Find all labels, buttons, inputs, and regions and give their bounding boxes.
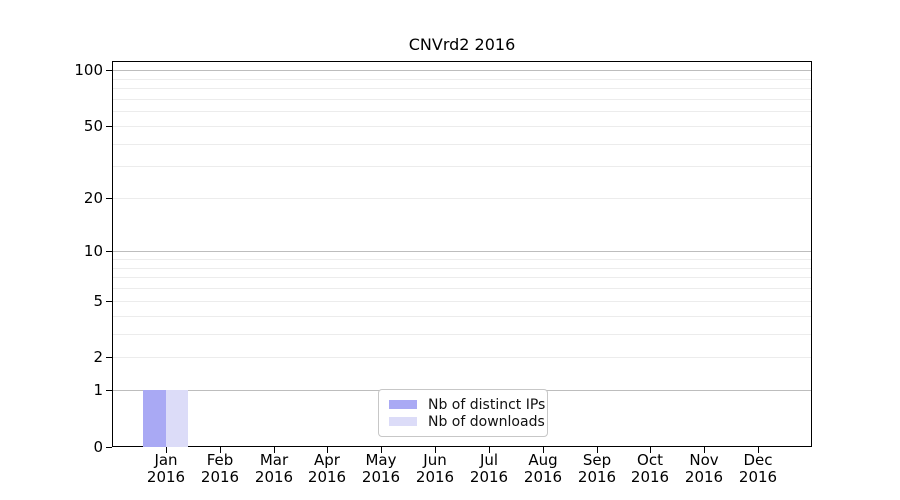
x-tick-label: Jan 2016 (146, 451, 186, 486)
x-tick (489, 447, 490, 453)
y-tick-label: 0 (93, 438, 103, 456)
chart-title: CNVrd2 2016 (408, 35, 516, 54)
y-gridline-minor (113, 277, 811, 278)
plot-area (112, 61, 812, 447)
bar-downloads (165, 390, 189, 447)
y-gridline-major (113, 70, 811, 71)
x-tick (704, 447, 705, 453)
y-tick (106, 390, 112, 391)
y-tick (106, 251, 112, 252)
y-gridline-minor (113, 144, 811, 145)
y-tick-label: 2 (93, 348, 103, 366)
y-gridline-minor (113, 126, 811, 127)
y-gridline-minor (113, 198, 811, 199)
y-gridline-minor (113, 301, 811, 302)
legend-entry-downloads: Nb of downloads (387, 413, 545, 430)
x-tick (650, 447, 651, 453)
y-gridline-minor (113, 357, 811, 358)
x-tick (543, 447, 544, 453)
x-tick-label: Sep 2016 (577, 451, 617, 486)
y-tick-label: 5 (93, 292, 103, 310)
legend-entry-distinct-ips: Nb of distinct IPs (387, 396, 545, 413)
y-gridline-minor (113, 111, 811, 112)
y-tick-label: 20 (83, 189, 103, 207)
y-tick (106, 357, 112, 358)
x-tick (220, 447, 221, 453)
x-tick-label: May 2016 (361, 451, 401, 486)
legend-swatch-downloads (389, 417, 417, 426)
y-gridline-minor (113, 99, 811, 100)
y-gridline-minor (113, 79, 811, 80)
y-tick-label: 10 (83, 242, 103, 260)
y-tick (106, 70, 112, 71)
legend: Nb of distinct IPs Nb of downloads (378, 389, 548, 437)
y-tick-label: 100 (74, 61, 103, 79)
x-tick-label: Oct 2016 (630, 451, 670, 486)
y-tick (106, 301, 112, 302)
x-tick-label: Jul 2016 (469, 451, 509, 486)
y-gridline-minor (113, 334, 811, 335)
x-tick (597, 447, 598, 453)
y-gridline-minor (113, 268, 811, 269)
legend-label-distinct-ips: Nb of distinct IPs (428, 396, 546, 413)
legend-swatch-distinct-ips (389, 400, 417, 409)
y-tick-label: 1 (93, 381, 103, 399)
y-gridline-minor (113, 166, 811, 167)
y-gridline-minor (113, 88, 811, 89)
y-tick (106, 447, 112, 448)
x-tick-label: Nov 2016 (684, 451, 724, 486)
x-tick-label: Aug 2016 (523, 451, 563, 486)
x-tick-label: Jun 2016 (415, 451, 455, 486)
y-gridline-major (113, 251, 811, 252)
x-tick-label: Dec 2016 (738, 451, 778, 486)
x-tick (381, 447, 382, 453)
x-tick (274, 447, 275, 453)
y-tick (106, 198, 112, 199)
x-tick (435, 447, 436, 453)
y-gridline-minor (113, 316, 811, 317)
x-tick-label: Feb 2016 (200, 451, 240, 486)
x-tick-label: Apr 2016 (307, 451, 347, 486)
y-tick (106, 126, 112, 127)
y-gridline-minor (113, 288, 811, 289)
bar-distinct-ips (143, 390, 166, 447)
legend-label-downloads: Nb of downloads (428, 413, 545, 430)
x-tick (166, 447, 167, 453)
x-tick (327, 447, 328, 453)
y-gridline-minor (113, 259, 811, 260)
y-tick-label: 50 (83, 117, 103, 135)
x-tick-label: Mar 2016 (254, 451, 294, 486)
x-tick (758, 447, 759, 453)
